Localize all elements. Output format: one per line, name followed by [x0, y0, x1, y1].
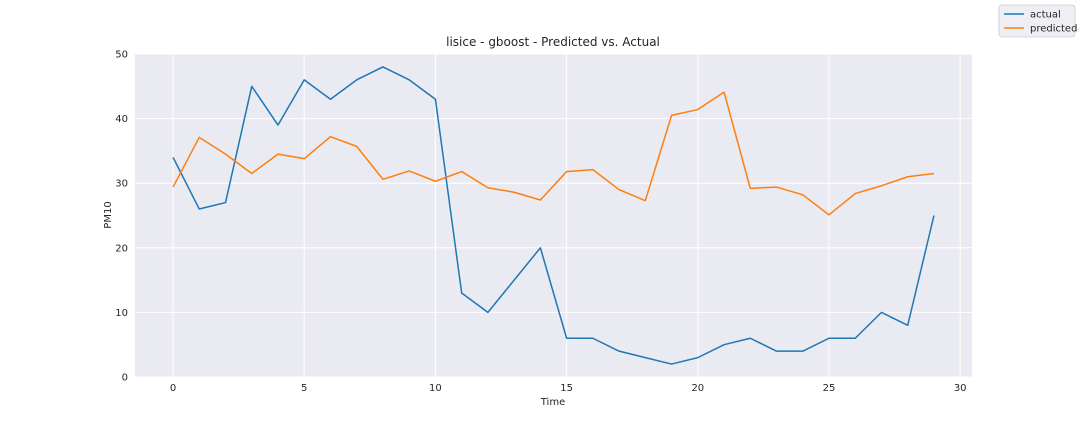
x-tick-label: 25: [823, 383, 836, 394]
y-axis-label: PM10: [103, 201, 114, 228]
y-tick-label: 50: [115, 50, 128, 61]
x-axis-label: Time: [540, 397, 565, 408]
x-tick-label: 10: [429, 383, 442, 394]
series-line-actual: [172, 66, 935, 365]
legend-label-actual: actual: [1030, 10, 1061, 21]
x-tick-label: 30: [954, 383, 967, 394]
legend-label-predicted: predicted: [1030, 24, 1077, 35]
y-tick-label: 40: [115, 114, 128, 125]
chart-title: lisice - gboost - Predicted vs. Actual: [446, 35, 660, 49]
tick-labels: 0 5 10 15 20 25 30 0 10 20 30 40 50: [115, 50, 966, 395]
y-tick-label: 20: [115, 243, 128, 254]
x-tick-label: 0: [170, 383, 176, 394]
plot-background: [135, 54, 972, 377]
y-tick-label: 0: [122, 373, 128, 384]
legend: actual predicted: [998, 4, 1077, 38]
x-tick-label: 15: [560, 383, 573, 394]
y-tick-label: 10: [115, 308, 128, 319]
x-tick-label: 20: [691, 383, 704, 394]
x-tick-label: 5: [301, 383, 307, 394]
legend-box: [998, 4, 1076, 38]
series-layer: [172, 66, 935, 365]
y-tick-label: 30: [115, 179, 128, 190]
series-line-predicted: [172, 91, 935, 216]
